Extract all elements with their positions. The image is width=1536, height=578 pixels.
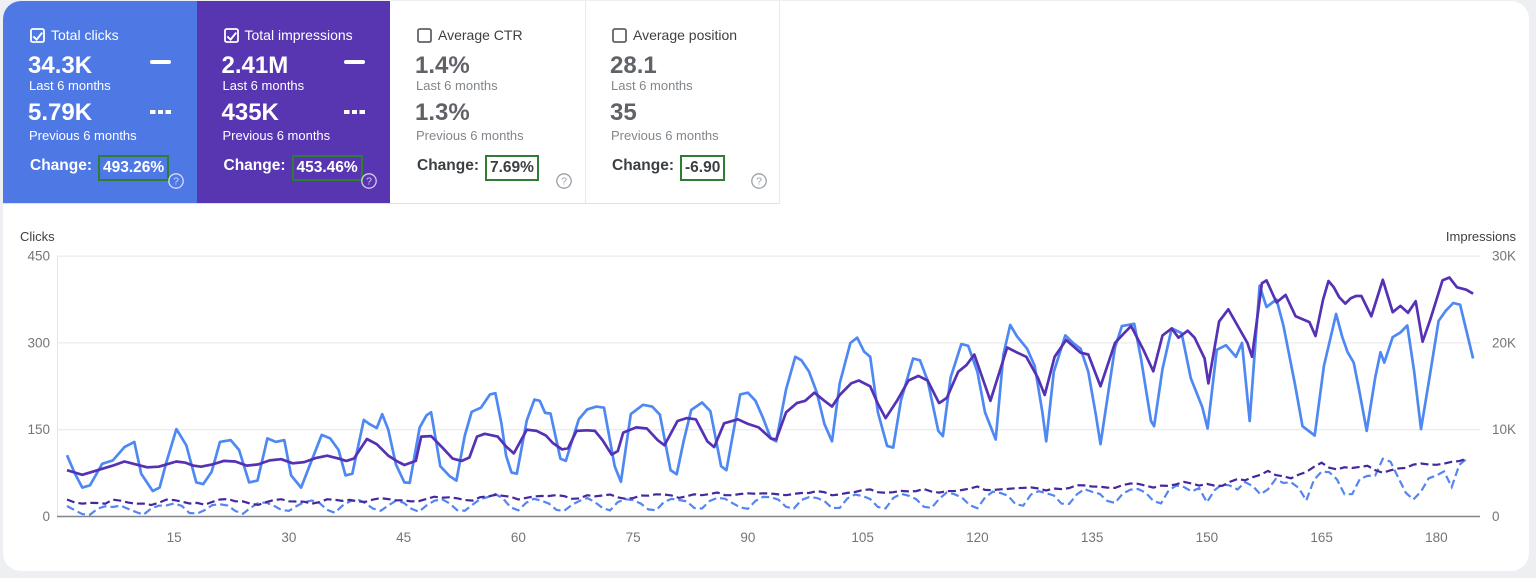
svg-text:0: 0 [42,509,50,524]
svg-text:105: 105 [851,530,874,545]
svg-text:15: 15 [167,530,182,545]
svg-text:Impressions: Impressions [1446,229,1517,244]
svg-text:?: ? [173,176,179,188]
svg-text:75: 75 [626,530,641,545]
svg-text:0: 0 [1492,509,1500,524]
svg-text:180: 180 [1425,530,1448,545]
svg-text:20K: 20K [1492,335,1516,350]
svg-text:?: ? [366,176,372,188]
svg-text:300: 300 [27,335,50,350]
svg-text:?: ? [561,176,567,188]
svg-text:30K: 30K [1492,249,1516,264]
svg-text:10K: 10K [1492,422,1516,437]
svg-text:90: 90 [740,530,755,545]
svg-text:150: 150 [27,422,50,437]
svg-text:?: ? [756,176,762,188]
svg-text:45: 45 [396,530,411,545]
svg-text:60: 60 [511,530,526,545]
svg-text:135: 135 [1081,530,1104,545]
svg-text:450: 450 [27,249,50,264]
svg-text:165: 165 [1310,530,1333,545]
svg-text:150: 150 [1196,530,1219,545]
svg-text:120: 120 [966,530,989,545]
svg-text:Clicks: Clicks [20,229,55,244]
svg-text:30: 30 [281,530,296,545]
